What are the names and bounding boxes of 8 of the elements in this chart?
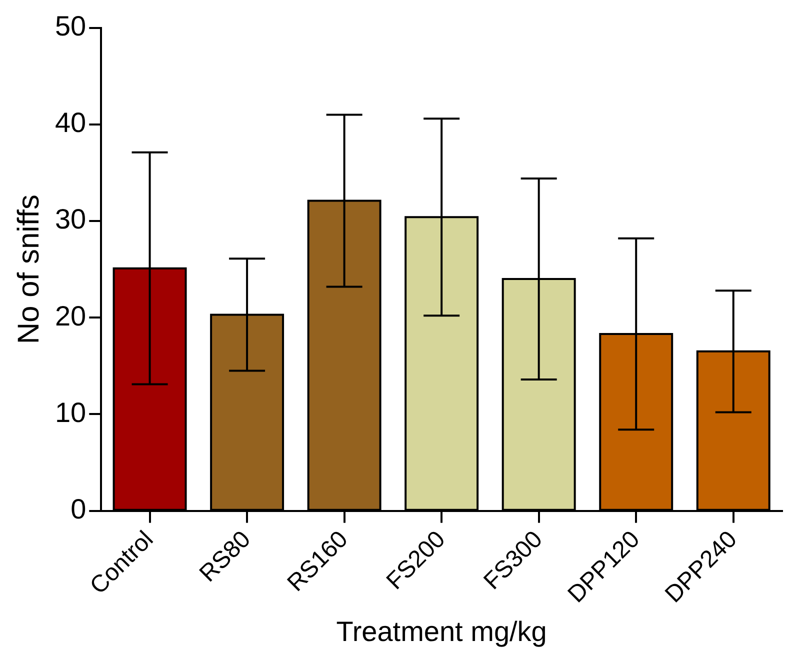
y-axis-title: No of sniffs — [12, 194, 46, 344]
x-axis-title: Treatment mg/kg — [336, 616, 547, 647]
y-tick-label: 10 — [54, 396, 86, 428]
y-tick-label: 40 — [54, 107, 86, 138]
y-tick-label: 50 — [54, 10, 86, 42]
y-tick-label: 0 — [70, 494, 86, 525]
y-tick-label: 20 — [54, 300, 86, 332]
y-tick-label: 30 — [54, 204, 86, 235]
